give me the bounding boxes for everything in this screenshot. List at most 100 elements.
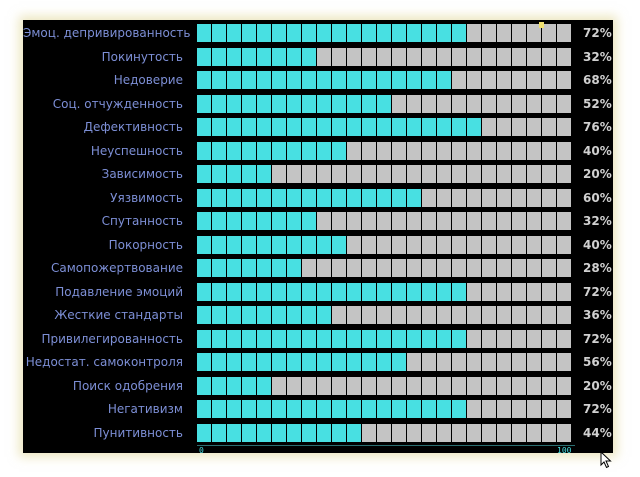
bar-segment-filled — [377, 24, 391, 42]
bar-segment-empty — [467, 188, 481, 207]
bar-segment-empty — [287, 376, 301, 395]
bar-segment-empty — [542, 24, 556, 42]
bar-segment-filled — [302, 329, 316, 348]
bar-segment-empty — [437, 47, 451, 66]
bar-segment-filled — [287, 212, 301, 230]
bar-segment-filled — [197, 165, 211, 183]
bar-segment-empty — [422, 259, 436, 277]
bar-segment-filled — [227, 71, 241, 89]
bar-segment-empty — [347, 306, 361, 324]
bar-segment-empty — [467, 212, 481, 230]
bar-segment-empty — [362, 212, 376, 230]
bar-segment-filled — [347, 188, 361, 207]
bar-segment-empty — [557, 212, 571, 230]
bar-row: Эмоц. депривированность 72% — [23, 23, 613, 43]
category-label: Неуспешность — [90, 143, 183, 158]
bar-segment-empty — [392, 306, 406, 324]
bar-segment-empty — [557, 400, 571, 418]
bar-segment-empty — [407, 353, 421, 371]
value-label: 32% — [583, 214, 612, 228]
bar-segment-filled — [407, 329, 421, 348]
bar-segment-filled — [257, 141, 271, 160]
bar-segment-filled — [197, 282, 211, 301]
bar-segment-empty — [422, 141, 436, 160]
bar-segment-filled — [272, 71, 286, 89]
bar-segment-filled — [287, 118, 301, 136]
bar-segment-filled — [197, 259, 211, 277]
bar-segment-empty — [407, 259, 421, 277]
bar-segment-filled — [377, 353, 391, 371]
category-label: Спутанность — [101, 214, 183, 228]
bar-segment-filled — [302, 47, 316, 66]
bar-segment-filled — [272, 282, 286, 301]
category-label: Покинутость — [101, 49, 183, 64]
bar-segment-filled — [212, 329, 226, 348]
bar-segment-empty — [317, 259, 331, 277]
bar-segment-filled — [212, 282, 226, 301]
bar-segment-filled — [227, 400, 241, 418]
bar-row: Негативизм 72% — [23, 399, 613, 419]
bar-segment-filled — [362, 353, 376, 371]
bar-segment-empty — [317, 212, 331, 230]
value-label: 72% — [583, 26, 612, 40]
bar-segment-empty — [497, 282, 511, 301]
bar-segment-filled — [302, 94, 316, 113]
bar-segment-filled — [302, 306, 316, 324]
bar-segment-filled — [227, 141, 241, 160]
bar-segment-filled — [242, 47, 256, 66]
bar-segment-filled — [257, 212, 271, 230]
bar-segment-filled — [257, 329, 271, 348]
bar-segment-filled — [332, 282, 346, 301]
bar-segment-empty — [452, 353, 466, 371]
bar-segment-empty — [452, 141, 466, 160]
bar-segment-empty — [362, 141, 376, 160]
bar-segment-filled — [332, 24, 346, 42]
bar-segment-empty — [527, 212, 541, 230]
bar — [197, 188, 575, 207]
bar-segment-empty — [467, 423, 481, 442]
bar-segment-empty — [302, 165, 316, 183]
bar-segment-filled — [257, 235, 271, 254]
bar-segment-empty — [452, 423, 466, 442]
value-label: 44% — [583, 425, 612, 440]
bar-segment-filled — [347, 353, 361, 371]
bar-segment-filled — [347, 24, 361, 42]
bar — [197, 282, 575, 301]
bar-segment-filled — [392, 329, 406, 348]
bar-row: Пунитивность 44% — [23, 423, 613, 443]
bar-segment-empty — [557, 235, 571, 254]
bar-segment-filled — [377, 118, 391, 136]
bar-segment-filled — [332, 353, 346, 371]
bar-segment-empty — [542, 306, 556, 324]
bar-segment-filled — [272, 259, 286, 277]
bar-segment-filled — [242, 282, 256, 301]
bar-segment-empty — [512, 24, 526, 42]
bar-segment-empty — [527, 118, 541, 136]
bar-segment-empty — [527, 141, 541, 160]
bar-segment-filled — [362, 94, 376, 113]
bar-segment-filled — [197, 353, 211, 371]
bar-segment-filled — [257, 165, 271, 183]
bar-segment-empty — [557, 165, 571, 183]
bar-segment-empty — [527, 400, 541, 418]
bar — [197, 400, 575, 418]
category-label: Привилегированность — [41, 331, 183, 346]
bar-segment-empty — [377, 212, 391, 230]
bar-segment-filled — [287, 71, 301, 89]
bar-segment-filled — [437, 400, 451, 418]
bar-segment-filled — [242, 94, 256, 113]
bar-segment-empty — [557, 282, 571, 301]
bar-segment-empty — [527, 282, 541, 301]
bar-segment-filled — [227, 188, 241, 207]
bar-row: Привилегированность 72% — [23, 329, 613, 349]
bar-segment-empty — [347, 259, 361, 277]
bar-segment-filled — [317, 141, 331, 160]
bar-segment-empty — [542, 423, 556, 442]
bar-segment-filled — [272, 353, 286, 371]
bar-segment-filled — [257, 24, 271, 42]
bar-segment-empty — [512, 353, 526, 371]
bar-segment-empty — [422, 353, 436, 371]
bar-segment-empty — [407, 141, 421, 160]
bar-segment-filled — [212, 212, 226, 230]
bar-segment-filled — [242, 259, 256, 277]
